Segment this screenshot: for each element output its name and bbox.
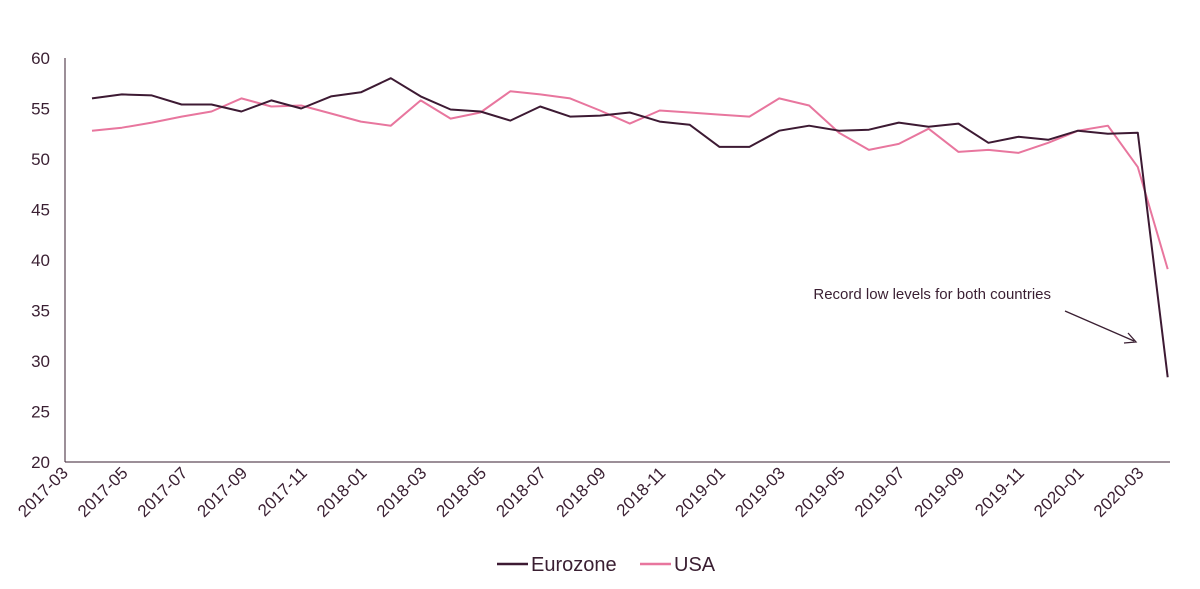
x-tick-label: 2019-07	[851, 463, 909, 521]
y-tick-label: 30	[31, 352, 50, 371]
x-tick-label: 2017-11	[254, 463, 311, 520]
y-tick-label: 55	[31, 100, 50, 119]
y-tick-label: 45	[31, 201, 50, 220]
y-tick-label: 25	[31, 403, 50, 422]
x-tick-label: 2018-07	[492, 463, 550, 521]
y-tick-label: 20	[31, 453, 50, 472]
x-tick-label: 2018-01	[313, 463, 371, 521]
legend-label: Eurozone	[531, 554, 617, 576]
x-tick-label: 2018-03	[373, 463, 431, 521]
x-tick-labels: 2017-03 2017-05 2017-07 2017-09 2017-11 2018-…	[14, 463, 1147, 521]
x-tick-label: 2018-11	[613, 463, 670, 520]
x-tick-label: 2019-05	[791, 463, 849, 521]
legend: Eurozone USA	[497, 554, 716, 576]
y-tick-label: 40	[31, 251, 50, 270]
x-tick-label: 2017-05	[74, 463, 132, 521]
y-tick-labels: 20 25 30 35 40 45 50 55 60	[31, 49, 50, 472]
x-tick-label: 2019-11	[971, 463, 1028, 520]
annotation: Record low levels for both countries	[813, 286, 1138, 344]
x-tick-label: 2017-07	[134, 463, 192, 521]
series-line-eurozone	[91, 77, 1169, 378]
x-tick-label: 2017-09	[194, 463, 252, 521]
x-tick-label: 2019-03	[731, 463, 789, 521]
annotation-arrow-line	[1064, 310, 1135, 342]
legend-label: USA	[674, 554, 716, 576]
y-tick-label: 60	[31, 49, 50, 68]
y-tick-label: 35	[31, 302, 50, 321]
annotation-arrow-head	[1123, 332, 1138, 344]
series-lines	[91, 77, 1169, 378]
x-tick-label: 2018-09	[552, 463, 610, 521]
x-tick-label: 2020-03	[1090, 463, 1148, 521]
y-tick-label: 50	[31, 150, 50, 169]
x-tick-label: 2020-01	[1030, 463, 1088, 521]
x-tick-label: 2019-09	[911, 463, 969, 521]
x-tick-label: 2019-01	[672, 463, 730, 521]
annotation-text: Record low levels for both countries	[813, 286, 1051, 303]
x-tick-label: 2017-03	[14, 463, 72, 521]
axes	[64, 58, 1170, 463]
series-line-usa	[91, 90, 1169, 270]
x-tick-label: 2018-05	[433, 463, 491, 521]
